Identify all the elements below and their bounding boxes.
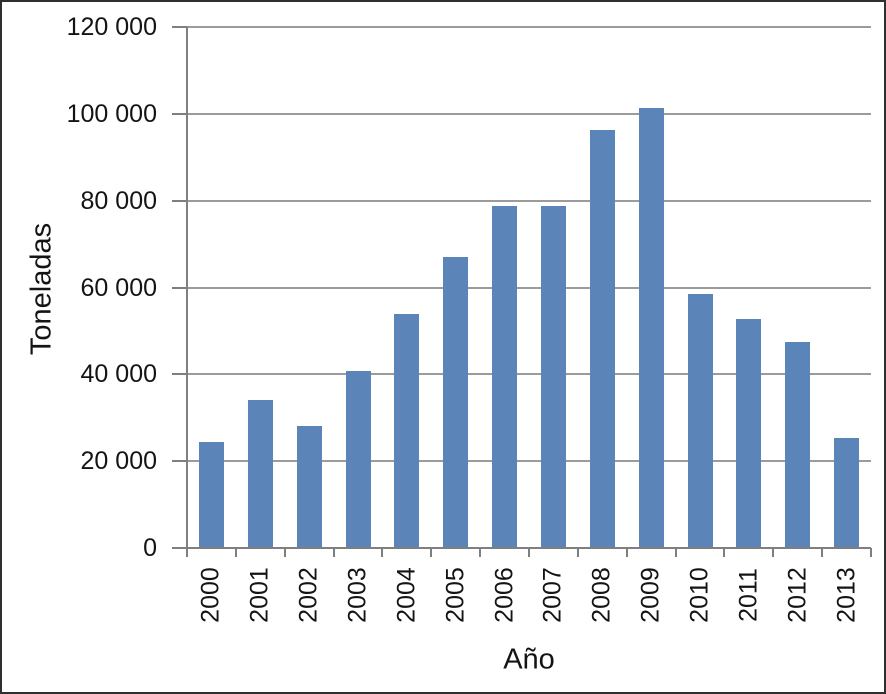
x-tick-mark — [723, 548, 726, 557]
x-tick-mark — [772, 548, 775, 557]
x-tick-mark — [821, 548, 824, 557]
x-tick-mark — [234, 548, 237, 557]
y-tick-mark — [172, 460, 187, 463]
gridline-120000 — [187, 26, 871, 28]
y-tick-label: 40 000 — [80, 360, 157, 389]
gridline-40000 — [187, 373, 871, 376]
gridline-60000 — [187, 286, 871, 289]
x-tick-label-2002: 2002 — [294, 567, 323, 623]
x-tick-mark — [430, 548, 433, 557]
y-tick-label: 0 — [143, 534, 157, 562]
x-tick-mark — [625, 548, 628, 557]
y-tick-label: 60 000 — [80, 273, 157, 302]
bar-2004 — [394, 314, 420, 548]
bar-2009 — [638, 108, 664, 548]
x-tick-label-2011: 2011 — [734, 568, 763, 622]
bar-2002 — [296, 426, 322, 548]
y-tick-mark — [172, 26, 187, 28]
x-tick-mark — [283, 548, 286, 557]
gridline-80000 — [187, 199, 871, 202]
x-tick-mark — [479, 548, 482, 557]
bar-2001 — [247, 400, 273, 548]
x-tick-label-2003: 2003 — [343, 567, 372, 623]
y-tick-label: 120 000 — [66, 13, 157, 41]
bar-2012 — [785, 342, 811, 548]
x-tick-label-2005: 2005 — [441, 567, 470, 623]
gridline-100000 — [187, 112, 871, 115]
bar-2010 — [687, 294, 713, 548]
x-tick-label-2000: 2000 — [196, 567, 225, 623]
bar-2007 — [540, 206, 566, 548]
x-tick-mark — [576, 548, 579, 557]
y-tick-mark — [172, 373, 187, 376]
bar-2011 — [736, 319, 762, 548]
x-tick-label-2009: 2009 — [636, 567, 665, 623]
bar-2008 — [589, 130, 615, 548]
x-tick-label-2012: 2012 — [783, 567, 812, 623]
x-tick-label-2004: 2004 — [392, 567, 421, 623]
x-tick-label-2010: 2010 — [685, 567, 714, 623]
x-tick-label-2013: 2013 — [832, 567, 861, 623]
bar-2006 — [492, 206, 518, 548]
gridline-20000 — [187, 460, 871, 463]
x-tick-label-2001: 2001 — [245, 567, 274, 623]
x-axis-line — [186, 547, 871, 549]
y-tick-mark — [172, 112, 187, 115]
x-tick-label-2006: 2006 — [490, 567, 519, 623]
y-tick-label: 100 000 — [66, 99, 157, 128]
y-tick-label: 20 000 — [80, 447, 157, 476]
x-tick-label-2007: 2007 — [538, 567, 567, 623]
x-tick-mark — [332, 548, 335, 557]
x-tick-label-2008: 2008 — [587, 567, 616, 623]
y-tick-mark — [172, 286, 187, 289]
x-tick-mark — [381, 548, 384, 557]
x-axis-title: Año — [503, 643, 555, 676]
bar-2013 — [834, 438, 860, 548]
y-tick-mark — [172, 547, 187, 549]
bar-2005 — [443, 257, 469, 548]
plot-area — [187, 26, 871, 548]
y-tick-label: 80 000 — [80, 186, 157, 215]
x-tick-mark — [528, 548, 530, 557]
x-tick-mark — [674, 548, 677, 557]
bar-2000 — [198, 442, 224, 548]
y-tick-mark — [172, 199, 187, 202]
bar-2003 — [345, 371, 371, 548]
x-tick-mark — [870, 548, 872, 557]
y-axis-line — [186, 27, 188, 557]
